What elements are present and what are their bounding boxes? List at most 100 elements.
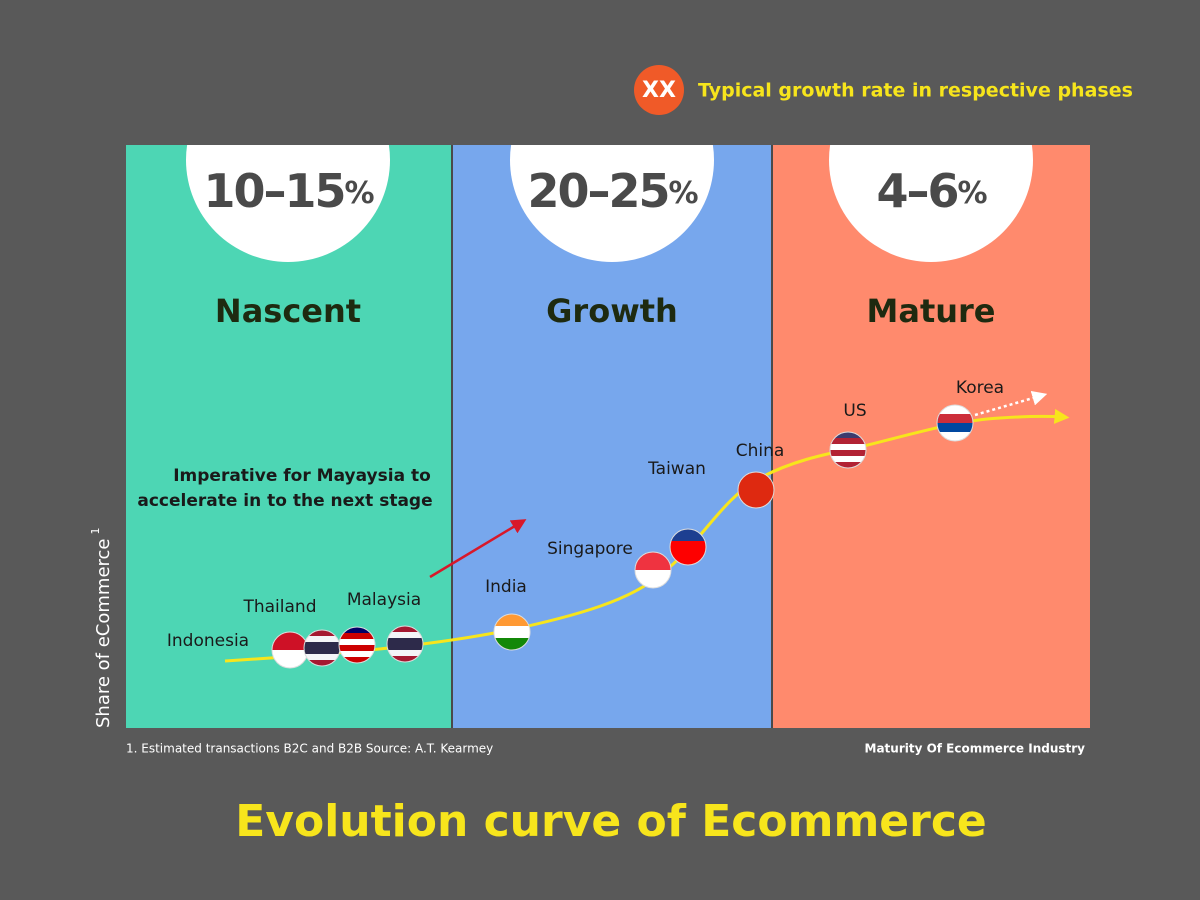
flag-body (635, 552, 671, 588)
flag-stripe (339, 657, 375, 663)
rate-unit: % (344, 176, 374, 211)
flag (271, 631, 309, 669)
rate-value: 10–15 (203, 164, 344, 218)
country-label: Thailand (242, 597, 316, 617)
flag-body (304, 630, 340, 666)
legend-marker-text: XX (642, 78, 676, 103)
legend-marker (634, 65, 684, 115)
country-label: India (485, 577, 527, 597)
flag-stripe (304, 660, 340, 666)
flag (737, 471, 775, 509)
flag-stripe (830, 444, 866, 451)
growth-rate: 4–6% (876, 164, 987, 218)
flag-stripe (937, 414, 973, 424)
flag (634, 551, 672, 589)
flag-stripe (272, 650, 308, 668)
flag-border (829, 431, 867, 469)
rate-value: 20–25 (527, 164, 668, 218)
flag-border (338, 626, 376, 664)
phase-panels (126, 145, 1090, 728)
country-label: Korea (956, 378, 1004, 398)
flag-stripe (830, 438, 866, 445)
annotation-line: accelerate in to the next stage (137, 491, 432, 511)
flag-stripe (670, 529, 706, 542)
flag-stripe (937, 432, 973, 441)
flag-border (936, 404, 974, 442)
flag (338, 626, 376, 664)
flag-stripe (494, 614, 530, 627)
country-label: Taiwan (647, 459, 706, 479)
growth-rate: 10–15% (203, 164, 374, 218)
flag (386, 625, 424, 663)
flag-stripe (387, 632, 423, 639)
flag-body (738, 472, 774, 508)
flag-body (670, 529, 706, 565)
flag-stripe (387, 644, 423, 651)
y-axis-text: Share of eCommerce (93, 538, 114, 728)
flag (829, 431, 867, 469)
y-axis-label: Share of eCommerce 1 (89, 527, 114, 728)
country-label: Malaysia (347, 590, 421, 610)
flag-stripe (304, 630, 340, 637)
rate-circle (186, 145, 390, 262)
flag-stripe (339, 645, 375, 652)
flag-stripe (830, 456, 866, 463)
country-label: China (736, 441, 785, 461)
footnote: 1. Estimated transactions B2C and B2B So… (126, 742, 493, 756)
flag-body (937, 405, 973, 441)
legend-text: Typical growth rate in respective phases (698, 80, 1133, 102)
flag-border (493, 613, 531, 651)
flag-stripe (635, 570, 671, 588)
flag-stripe (494, 626, 530, 639)
flag (493, 613, 531, 651)
flag-stripe (304, 654, 340, 661)
phase-labels: 10–15% Nascent 20–25% Growth 4–6% Mature (203, 164, 995, 331)
rate-unit: % (957, 176, 987, 211)
flag-stripe (937, 405, 973, 415)
footnote-mark: 1 (89, 527, 102, 534)
flag-border (669, 528, 707, 566)
flag-border (386, 625, 424, 663)
phase-name: Nascent (215, 292, 361, 330)
flag-body (387, 626, 423, 662)
flag-border (737, 471, 775, 509)
growth-rate: 20–25% (527, 164, 698, 218)
flag-stripe (830, 462, 866, 468)
flag-stripe (304, 642, 340, 649)
annotation-line: Imperative for Mayaysia to (173, 466, 431, 486)
flag-stripe (339, 633, 375, 640)
title: Evolution curve of Ecommerce (235, 796, 987, 847)
flag (669, 528, 707, 566)
country-label: US (843, 401, 866, 421)
red-arrow (429, 519, 527, 579)
dotted-arrow (974, 390, 1048, 417)
flag (936, 404, 974, 442)
flag-stripe (339, 627, 375, 634)
flag-stripe (339, 651, 375, 658)
flag-stripe (304, 648, 340, 655)
flag (303, 629, 341, 667)
flag-stripe (738, 472, 774, 508)
rate-circle (829, 145, 1033, 262)
flag-stripe (387, 626, 423, 633)
flag-body (830, 432, 866, 468)
flag-stripe (494, 638, 530, 650)
flag-stripe (670, 541, 706, 554)
rate-unit: % (668, 176, 698, 211)
country-label: Singapore (547, 539, 633, 559)
flag-stripe (830, 432, 866, 439)
flag-stripe (830, 450, 866, 457)
x-axis-label: Maturity Of Ecommerce Industry (865, 742, 1086, 756)
rate-circle (510, 145, 714, 262)
flag-stripe (387, 650, 423, 657)
flag-body (272, 632, 308, 668)
flag-stripe (387, 638, 423, 645)
flag-stripe (937, 423, 973, 433)
countries: Indonesia Thailand Malaysia India Singapore T… (167, 378, 1004, 669)
phase-name: Mature (867, 292, 996, 330)
flag-stripe (635, 552, 671, 571)
phase-name: Growth (546, 292, 678, 330)
flag-stripe (272, 632, 308, 651)
flag-stripe (304, 636, 340, 643)
